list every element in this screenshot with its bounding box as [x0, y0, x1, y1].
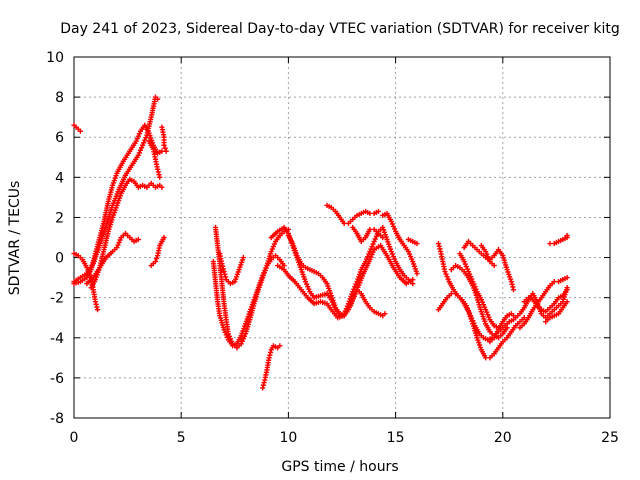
series-s12 [217, 250, 246, 287]
data-point [161, 234, 167, 241]
data-point [77, 128, 84, 134]
y-tick-label: -8 [50, 411, 64, 427]
axis-ticks: -8 -6 -4 -2 0 2 4 6 8 10 0 5 10 15 20 25 [46, 50, 619, 446]
series-s24 [457, 250, 502, 331]
x-tick-label: 20 [494, 430, 512, 446]
series-s25 [461, 238, 517, 293]
data-point [410, 277, 416, 283]
data-point [162, 145, 168, 151]
data-point [219, 260, 225, 267]
y-tick-label: 6 [55, 130, 64, 146]
data-point [93, 301, 99, 307]
series-s11 [210, 252, 287, 349]
data-point [509, 281, 515, 287]
data-point [510, 287, 517, 293]
data-point [277, 343, 283, 349]
x-tick-label: 25 [601, 430, 619, 446]
series-s9 [159, 124, 169, 154]
y-tick-label: 0 [55, 251, 64, 267]
series-s1 [71, 122, 84, 134]
series-s28 [517, 275, 570, 331]
data-point [266, 355, 272, 361]
data-point [222, 274, 229, 280]
data-point [382, 311, 388, 317]
y-tick-label: -6 [50, 371, 64, 387]
data-point [220, 266, 226, 272]
data-point [564, 275, 570, 281]
data-point [240, 254, 246, 261]
plot-area-frame [73, 56, 611, 419]
data-point [261, 379, 267, 386]
data-markers [71, 94, 570, 391]
data-point [504, 325, 510, 331]
y-tick-label: -2 [50, 291, 64, 307]
grid-lines [74, 57, 610, 418]
data-point [161, 142, 167, 148]
y-tick-label: 8 [55, 90, 64, 106]
series-s17 [324, 202, 382, 227]
data-point [267, 352, 273, 358]
y-tick-label: -4 [50, 331, 64, 347]
series-s8 [148, 234, 167, 269]
data-point [153, 255, 160, 262]
chart-title: Day 241 of 2023, Sidereal Day-to-day VTE… [60, 21, 620, 37]
series-s13 [260, 343, 283, 391]
y-tick-label: 2 [55, 210, 64, 226]
data-point [436, 243, 442, 249]
x-tick-label: 0 [70, 430, 79, 446]
data-point [163, 148, 169, 154]
x-tick-label: 5 [177, 430, 186, 446]
data-point [564, 287, 570, 293]
y-axis-label: SDTVAR / TECUs [7, 181, 23, 296]
data-point [155, 96, 161, 102]
series-s26 [478, 242, 497, 269]
data-point [564, 299, 570, 305]
data-point [155, 169, 161, 175]
series-s29 [521, 287, 570, 315]
series-s22 [435, 291, 527, 361]
data-point [435, 240, 442, 247]
series-s7 [146, 138, 163, 180]
data-point [491, 262, 497, 269]
data-point [94, 304, 100, 310]
data-point [157, 174, 163, 180]
data-point [437, 246, 443, 252]
data-point [156, 172, 162, 178]
data-point [564, 232, 570, 239]
series-s15 [275, 242, 416, 321]
data-point [220, 263, 226, 269]
series-s30 [543, 299, 570, 325]
data-point [152, 258, 159, 265]
data-point [159, 184, 165, 190]
data-point [155, 166, 161, 172]
y-tick-label: 4 [55, 170, 64, 186]
data-point [135, 236, 141, 243]
x-tick-label: 10 [279, 430, 297, 446]
data-point [414, 240, 420, 247]
series-s19 [380, 210, 420, 277]
data-point [92, 299, 99, 305]
data-point [510, 284, 516, 290]
data-point [375, 208, 382, 215]
data-point [222, 271, 228, 277]
series-s4 [71, 122, 165, 287]
y-tick-label: 10 [46, 50, 64, 66]
x-axis-label: GPS time / hours [281, 459, 398, 475]
series-s20 [405, 236, 420, 247]
data-point [260, 382, 266, 388]
x-tick-label: 15 [387, 430, 405, 446]
data-point [267, 349, 274, 356]
series-s6 [84, 230, 141, 287]
data-point [94, 307, 101, 313]
series-s31 [547, 232, 570, 247]
data-point [380, 234, 386, 241]
data-point [221, 268, 227, 275]
series-s16 [285, 232, 388, 319]
data-point [508, 279, 514, 285]
series-s18 [350, 224, 386, 245]
data-point [260, 385, 266, 391]
data-point [414, 271, 420, 277]
